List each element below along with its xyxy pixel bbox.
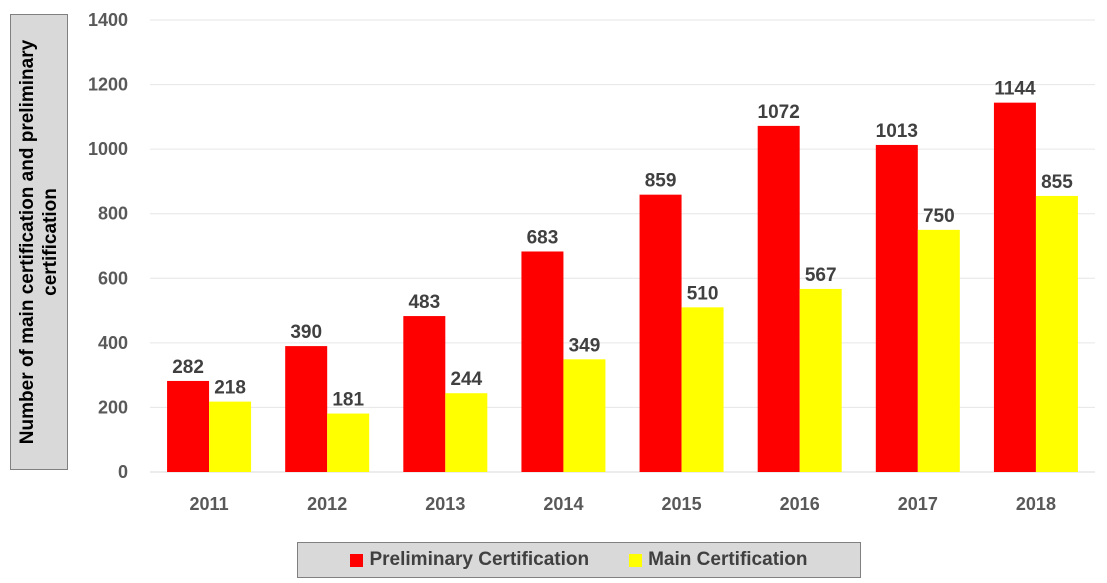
bar-main [799,288,842,472]
data-label: 1013 [876,121,918,142]
bar-preliminary [521,251,564,472]
data-labels: 282 218 390 181 483 244 683 349 859 510 1072 567 101… [172,79,1073,411]
bar-preliminary [875,144,918,472]
legend-item-main: Main Certification [629,549,808,571]
bar-main [681,307,724,472]
data-label: 349 [569,335,601,356]
legend-swatch-preliminary [350,553,364,567]
data-label: 750 [923,206,955,227]
x-tick-label: 2015 [662,494,702,514]
data-label: 1144 [994,79,1036,100]
bar-main [1035,195,1078,472]
x-tick-label: 2017 [898,494,938,514]
bar-main [209,401,252,472]
y-tick-label: 1400 [88,10,128,30]
legend-swatch-main [629,553,643,567]
x-tick-label: 2011 [190,494,229,514]
y-axis-ticks: 0 200 400 600 800 1000 1200 1400 [88,10,128,482]
data-label: 181 [332,390,364,411]
y-tick-label: 600 [98,268,128,288]
bar-preliminary [285,346,328,472]
x-tick-label: 2018 [1016,494,1056,514]
bars [167,102,1078,472]
x-tick-label: 2016 [780,494,820,514]
y-tick-label: 400 [98,333,128,353]
bar-preliminary [639,194,682,472]
bar-preliminary [993,102,1036,472]
y-tick-label: 200 [98,397,128,417]
x-tick-label: 2013 [425,494,465,514]
x-tick-label: 2012 [307,494,347,514]
data-label: 683 [527,227,559,248]
data-label: 218 [214,378,246,399]
legend: Preliminary Certification Main Certifica… [297,542,861,578]
data-label: 859 [645,171,677,192]
bar-main [917,229,960,472]
y-axis-label-box [10,14,68,470]
bar-main [327,413,370,472]
y-tick-label: 1200 [88,75,128,95]
legend-label-main: Main Certification [648,549,808,570]
data-label: 1072 [758,102,800,123]
y-axis-label: Number of main certification and prelimi… [17,39,61,445]
bar-preliminary [403,316,446,472]
data-label: 855 [1041,172,1073,193]
bar-main [563,359,606,472]
x-tick-label: 2014 [543,494,583,514]
data-label: 510 [687,283,719,304]
legend-label-preliminary: Preliminary Certification [369,549,590,570]
bar-preliminary [757,125,800,472]
x-axis-ticks: 2011 2012 2013 2014 2015 2016 2017 2018 [190,494,1056,514]
y-tick-label: 800 [98,204,128,224]
data-label: 244 [450,369,482,390]
legend-item-preliminary: Preliminary Certification [350,549,589,571]
bar-preliminary [167,380,210,472]
y-tick-label: 1000 [88,139,128,159]
bar-main [445,393,488,472]
data-label: 483 [408,292,440,313]
data-label: 282 [172,357,204,378]
y-tick-label: 0 [118,462,128,482]
data-label: 390 [290,322,322,343]
data-label: 567 [805,265,837,286]
